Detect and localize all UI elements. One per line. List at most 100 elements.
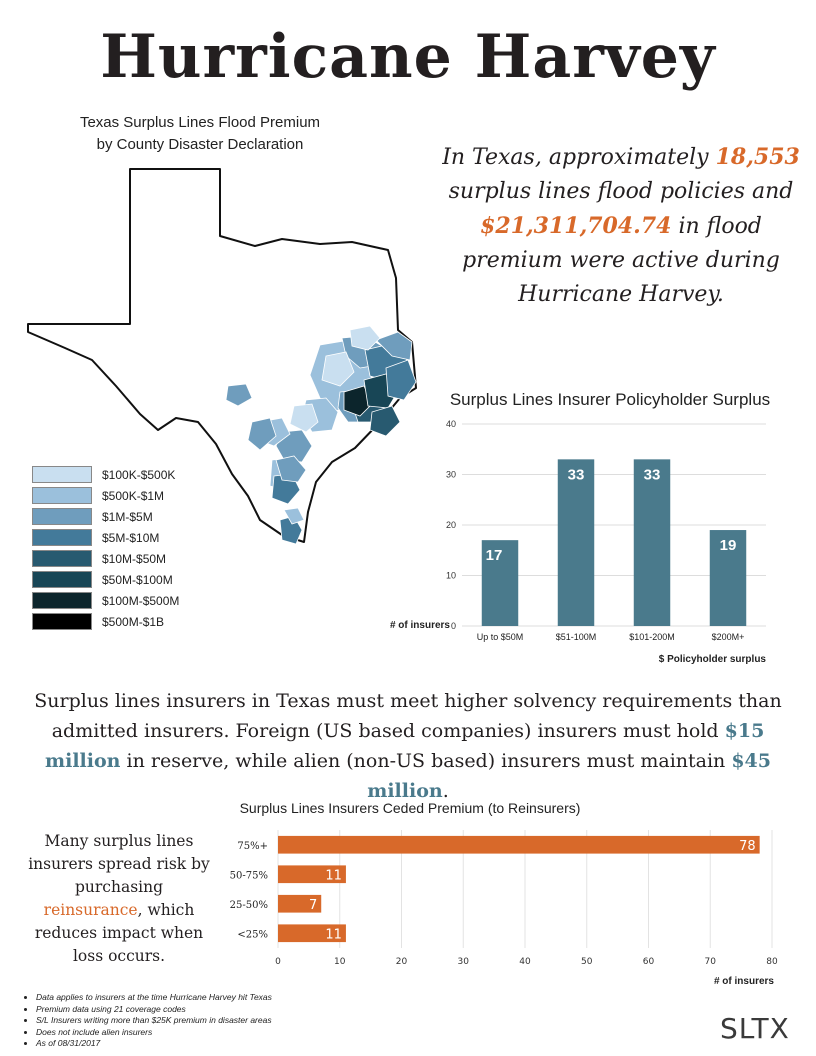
- reinsurance-link[interactable]: reinsurance: [43, 901, 138, 919]
- y-tick-label: 30: [446, 470, 456, 480]
- y-axis-label: # of insurers: [390, 620, 450, 631]
- statement-text: in flood premium were active during Hurr…: [462, 214, 780, 307]
- bar: [633, 459, 671, 626]
- alien-reserve-amount: $45 million: [367, 750, 771, 802]
- footnote: Does not include alien insurers: [36, 1027, 436, 1039]
- legend-label: $100K-$500K: [102, 467, 176, 482]
- footnotes: Data applies to insurers at the time Hur…: [22, 992, 436, 1050]
- policy-statement: In Texas, approximately 18,553 surplus l…: [440, 140, 802, 312]
- reserve-paragraph: Surplus lines insurers in Texas must mee…: [20, 686, 796, 806]
- x-tick-label: 40: [519, 957, 531, 967]
- x-tick-label: $101-200M: [629, 632, 675, 642]
- sltx-logo: SLTX: [720, 1012, 790, 1045]
- legend-swatch: [32, 592, 92, 609]
- statement-text: In Texas, approximately: [442, 145, 716, 170]
- bar: [709, 530, 747, 626]
- x-tick-label: 80: [766, 957, 778, 967]
- bar: [278, 835, 760, 854]
- foreign-reserve-amount: $15 million: [45, 720, 765, 772]
- legend-swatch: [32, 508, 92, 525]
- x-tick-label: 20: [396, 957, 408, 967]
- y-tick-label: 40: [446, 419, 456, 429]
- texas-county-map: [27, 168, 417, 545]
- statement-text: surplus lines flood policies and: [448, 179, 794, 204]
- bar-value-label: 17: [486, 547, 503, 564]
- bar: [278, 894, 322, 913]
- legend-label: $100M-$500M: [102, 593, 180, 608]
- x-tick-label: $51-100M: [556, 632, 597, 642]
- x-tick-label: 0: [275, 957, 281, 967]
- footnote: Data applies to insurers at the time Hur…: [36, 992, 436, 1004]
- map-legend: $100K-$500K $500K-$1M $1M-$5M $5M-$10M $…: [32, 464, 232, 632]
- note-text: Many surplus lines insurers spread risk …: [28, 832, 210, 896]
- hbar-chart-title: Surplus Lines Insurers Ceded Premium (to…: [239, 800, 581, 816]
- premium-amount: $21,311,704.74: [480, 213, 672, 239]
- texas-outline: [27, 168, 417, 543]
- county-shading: [225, 325, 417, 545]
- map-title-line2: by County Disaster Declaration: [96, 136, 304, 153]
- legend-item: $50M-$100M: [32, 569, 232, 590]
- legend-item: $500K-$1M: [32, 485, 232, 506]
- note-text: , which reduces impact when loss occurs.: [34, 901, 204, 965]
- legend-label: $500M-$1B: [102, 614, 165, 629]
- y-tick-label: 0: [451, 621, 456, 631]
- footnote: S/L Insurers writing more than $25K prem…: [36, 1015, 436, 1027]
- bar: [278, 865, 346, 884]
- policyholder-surplus-chart: 0 10 20 30 40 17 Up to $50M 33 $51-100M 33 $101-20…: [390, 419, 767, 665]
- footnote: Premium data using 21 coverage codes: [36, 1004, 436, 1016]
- x-tick-label: 70: [705, 957, 717, 967]
- legend-label: $5M-$10M: [102, 530, 160, 545]
- y-tick-label: 10: [446, 571, 456, 581]
- legend-item: $5M-$10M: [32, 527, 232, 548]
- x-tick-label: Up to $50M: [477, 632, 524, 642]
- x-tick-label: 30: [458, 957, 470, 967]
- bar-value-label: 33: [568, 466, 585, 483]
- y-tick-label: 75%+: [237, 841, 268, 852]
- legend-item: $10M-$50M: [32, 548, 232, 569]
- y-tick-label: <25%: [237, 929, 268, 940]
- legend-swatch: [32, 529, 92, 546]
- y-tick-label: 25-50%: [230, 900, 268, 911]
- bar: [557, 459, 595, 626]
- legend-item: $500M-$1B: [32, 611, 232, 632]
- x-axis-label: $ Policyholder surplus: [659, 654, 767, 665]
- map-title-line1: Texas Surplus Lines Flood Premium: [79, 114, 321, 131]
- ceded-premium-chart: 0 10 20 30 40 50 60 70 80 78 75%+ 11 50-75% 7 25-50% 11…: [230, 830, 778, 987]
- legend-swatch: [32, 571, 92, 588]
- bar: [278, 924, 346, 943]
- bar-chart-title: Surplus Lines Insurer Policyholder Surpl…: [449, 390, 771, 409]
- legend-label: $500K-$1M: [102, 488, 165, 503]
- legend-swatch: [32, 487, 92, 504]
- x-tick-label: 60: [643, 957, 655, 967]
- bar-value-label: 7: [309, 898, 317, 913]
- bar: [481, 540, 519, 626]
- legend-item: $100M-$500M: [32, 590, 232, 611]
- legend-swatch: [32, 613, 92, 630]
- policy-count: 18,553: [715, 144, 800, 170]
- y-tick-label: 50-75%: [230, 870, 268, 881]
- paragraph-text: Surplus lines insurers in Texas must mee…: [34, 690, 782, 742]
- x-tick-label: $200M+: [712, 632, 745, 642]
- bar-value-label: 19: [720, 537, 737, 554]
- legend-label: $1M-$5M: [102, 509, 153, 524]
- legend-item: $100K-$500K: [32, 464, 232, 485]
- bar-value-label: 11: [325, 927, 342, 942]
- x-tick-label: 10: [334, 957, 346, 967]
- legend-swatch: [32, 466, 92, 483]
- paragraph-text: in reserve, while alien (non-US based) i…: [120, 750, 732, 772]
- bar-value-label: 11: [325, 868, 342, 883]
- paragraph-text: .: [442, 780, 449, 802]
- footnote: As of 08/31/2017: [36, 1038, 436, 1050]
- bar-value-label: 33: [644, 466, 661, 483]
- y-tick-label: 20: [446, 520, 456, 530]
- map-title: Texas Surplus Lines Flood Premium by Cou…: [40, 112, 360, 156]
- bar-value-label: 78: [739, 839, 756, 854]
- legend-item: $1M-$5M: [32, 506, 232, 527]
- page-title: Hurricane Harvey: [100, 22, 716, 92]
- x-axis-label: # of insurers: [714, 976, 774, 987]
- x-tick-label: 50: [581, 957, 593, 967]
- legend-label: $10M-$50M: [102, 551, 167, 566]
- reinsurance-note: Many surplus lines insurers spread risk …: [24, 830, 214, 968]
- legend-swatch: [32, 550, 92, 567]
- legend-label: $50M-$100M: [102, 572, 173, 587]
